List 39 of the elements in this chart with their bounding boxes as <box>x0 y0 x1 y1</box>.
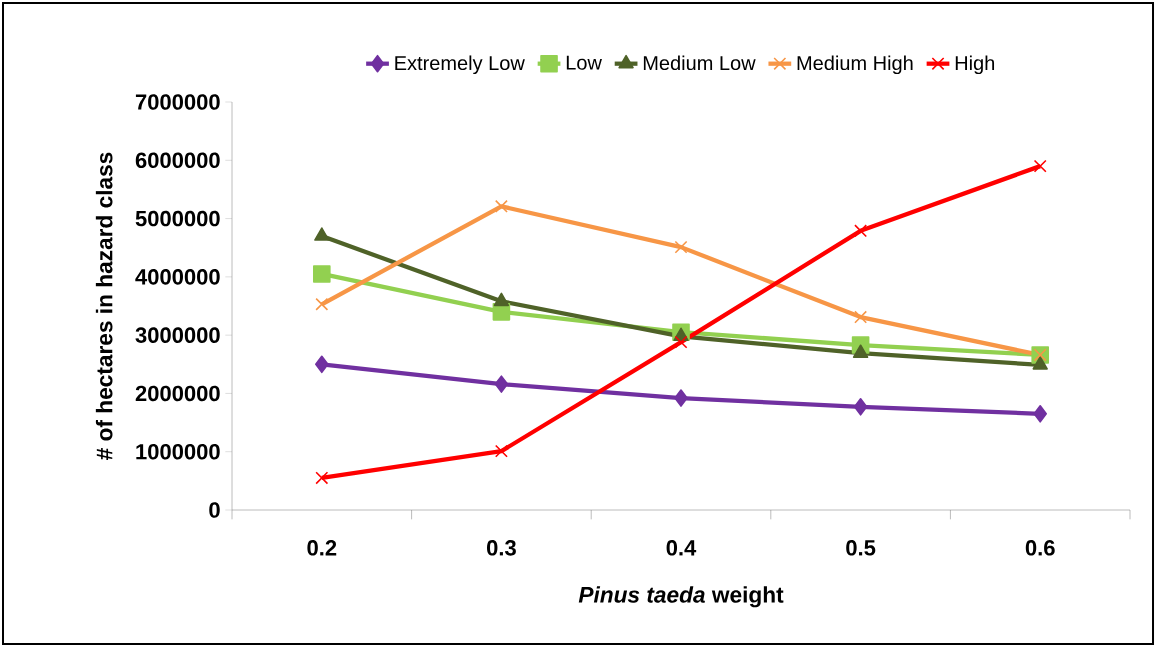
y-tick-label: 2000000 <box>135 385 220 402</box>
legend-label: Extremely Low <box>395 55 525 75</box>
point <box>314 227 330 241</box>
point <box>1033 405 1048 423</box>
point <box>315 297 329 311</box>
legend-label: High <box>955 55 995 75</box>
point <box>494 444 508 458</box>
point <box>674 335 688 349</box>
x-tick-label: 0.2 <box>307 540 337 556</box>
point <box>315 471 329 485</box>
point <box>1033 159 1047 173</box>
point <box>315 355 329 374</box>
point <box>313 265 331 283</box>
x-tick-label: 0.6 <box>1025 540 1055 556</box>
x-tick-label: 0.4 <box>666 540 697 556</box>
legend-label: Medium Low <box>643 55 756 71</box>
legend-label: Low <box>566 55 602 70</box>
x-axis-title: Pinus taeda weight <box>578 586 784 608</box>
y-tick-label: 5000000 <box>135 210 220 227</box>
y-tick-label: 6000000 <box>135 152 220 169</box>
point <box>674 389 688 407</box>
x-tick-label: 0.5 <box>846 540 876 556</box>
y-tick-label: 0 <box>209 502 220 518</box>
point <box>853 398 868 416</box>
legend-label: Medium High <box>797 55 913 75</box>
point <box>852 344 869 359</box>
x-tick-label: 0.3 <box>486 540 516 556</box>
y-tick-label: 4000000 <box>135 269 220 285</box>
y-tick-label: 3000000 <box>135 327 220 343</box>
point <box>1032 356 1048 370</box>
y-tick-label: 1000000 <box>136 443 220 460</box>
point <box>854 310 868 324</box>
point <box>493 292 510 307</box>
point <box>494 375 509 393</box>
y-axis-title: # of hectares in hazard class <box>95 152 113 460</box>
y-tick-label: 7000000 <box>135 94 220 110</box>
point <box>854 224 868 238</box>
point <box>494 199 508 213</box>
point <box>674 240 688 254</box>
